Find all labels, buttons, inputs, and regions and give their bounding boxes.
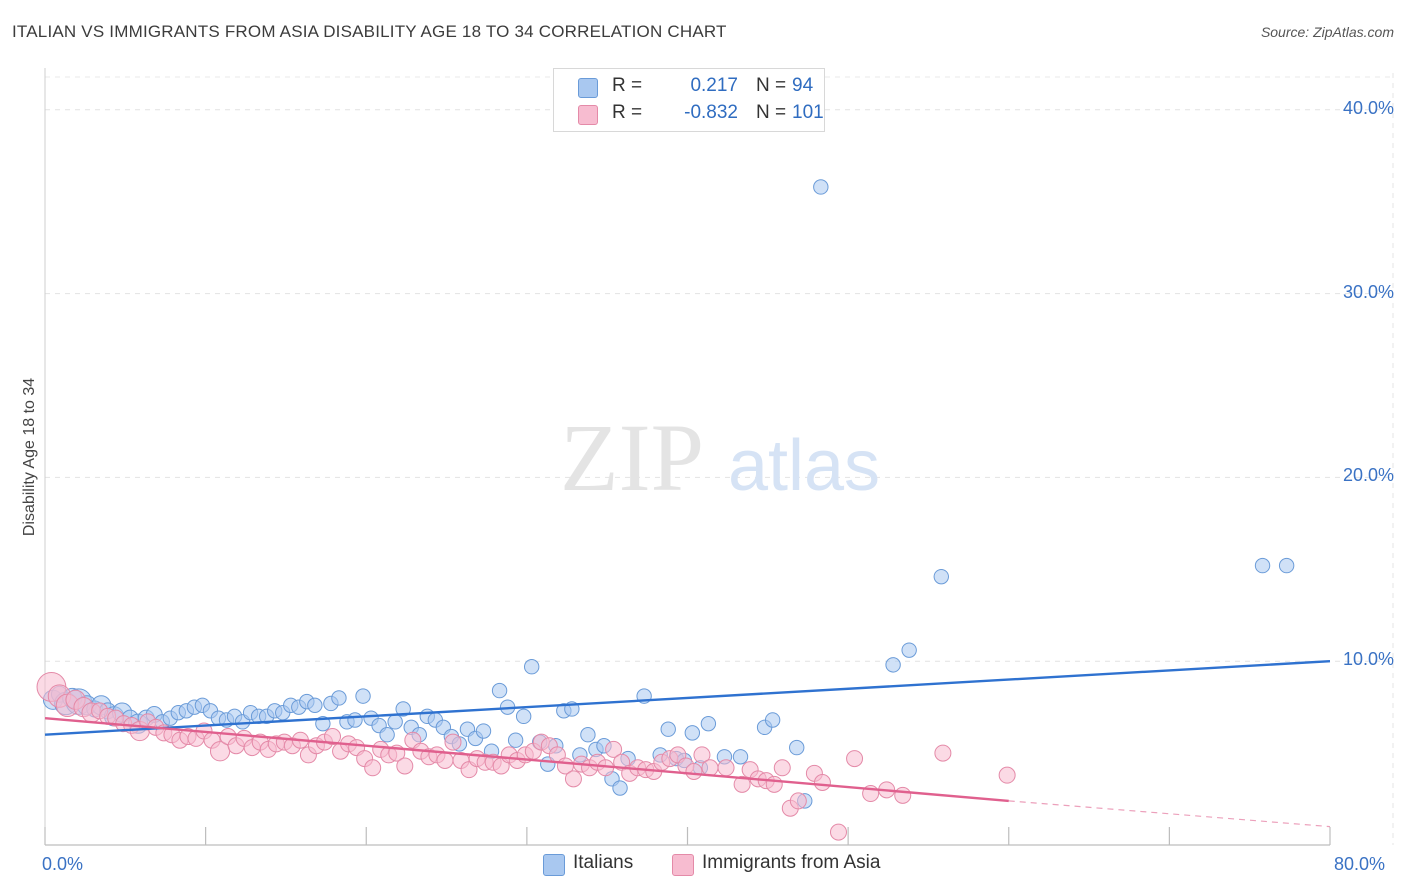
point-1-81 (693, 746, 711, 764)
point-1-100 (998, 766, 1016, 784)
point-1-49 (436, 751, 454, 769)
chart-title: ITALIAN VS IMMIGRANTS FROM ASIA DISABILI… (12, 22, 727, 41)
legend-r-label: R = (612, 75, 643, 96)
point-1-98 (894, 786, 912, 804)
point-0-57 (491, 682, 508, 699)
legend-n-label: N = (756, 75, 787, 96)
trend-line-1 (44, 716, 1009, 803)
point-0-61 (523, 659, 540, 675)
x-tick-label-max: 80.0% (1334, 854, 1386, 874)
point-0-83 (732, 749, 749, 765)
point-1-65 (564, 770, 582, 788)
legend-n-label: N = (756, 102, 787, 123)
stats-legend: R = 0.217 N = 94 R = -0.832 N = 101 (553, 68, 825, 132)
x-tick-label-min: 0.0% (42, 854, 84, 874)
point-0-79 (684, 725, 701, 741)
point-0-85 (764, 712, 781, 728)
point-1-94 (829, 823, 847, 841)
legend-swatch-asia (578, 105, 598, 125)
legend-r-label: R = (612, 102, 643, 123)
bottom-legend-label-asia: Immigrants from Asia (702, 852, 881, 873)
point-0-34 (307, 697, 323, 714)
point-1-70 (605, 740, 623, 758)
point-1-80 (685, 762, 703, 780)
point-0-39 (347, 712, 363, 728)
point-1-99 (934, 744, 952, 762)
point-1-88 (765, 775, 783, 793)
point-1-35 (324, 728, 342, 746)
point-0-92 (1254, 557, 1271, 574)
point-0-91 (933, 568, 949, 585)
point-0-90 (901, 642, 917, 658)
legend-swatch-italians (578, 78, 598, 98)
y-tick-label-1: 20.0% (1342, 465, 1394, 486)
point-0-76 (660, 721, 676, 737)
bottom-legend-swatch-asia (672, 854, 694, 876)
series-1-points (36, 672, 1016, 841)
y-tick-label-3: 40.0% (1342, 97, 1394, 118)
point-0-89 (885, 657, 901, 673)
point-0-43 (379, 727, 395, 743)
point-1-82 (701, 759, 719, 777)
legend-r-value: 0.217 (690, 75, 738, 96)
point-1-93 (813, 774, 831, 792)
grid-lines (45, 73, 1395, 845)
point-0-44 (387, 714, 403, 730)
point-0-88 (813, 179, 829, 195)
trend-line-dashed-1 (1008, 800, 1331, 828)
y-tick-label-0: 10.0% (1342, 649, 1394, 670)
point-0-40 (355, 688, 371, 704)
bottom-legend-swatch-italians (543, 854, 565, 876)
point-1-44 (396, 757, 414, 775)
point-1-91 (789, 792, 807, 810)
trend-line-0 (44, 659, 1331, 736)
point-0-37 (331, 690, 347, 706)
watermark-atlas: atlas (728, 426, 880, 506)
point-0-86 (789, 739, 805, 756)
axes (44, 68, 1331, 846)
y-tick-label-2: 30.0% (1342, 281, 1394, 302)
point-1-95 (846, 750, 864, 768)
point-0-72 (612, 780, 628, 796)
watermark-zip: ZIP (560, 404, 704, 511)
point-0-60 (515, 708, 532, 725)
point-0-81 (700, 715, 717, 732)
point-0-68 (580, 727, 596, 743)
point-1-84 (733, 775, 751, 793)
point-0-45 (395, 701, 411, 717)
legend-r-value: -0.832 (684, 102, 738, 123)
point-1-89 (773, 759, 791, 777)
chart-source: Source: ZipAtlas.com (1260, 24, 1394, 40)
point-0-59 (507, 732, 524, 748)
watermark: ZIP atlas (560, 404, 880, 511)
bottom-legend-label-italians: Italians (573, 852, 634, 873)
legend-n-value: 94 (792, 75, 814, 96)
legend-n-value: 101 (792, 102, 824, 123)
point-1-83 (717, 759, 735, 777)
point-1-50 (444, 733, 462, 751)
point-1-40 (364, 759, 382, 777)
point-0-93 (1278, 557, 1295, 574)
point-0-55 (475, 723, 492, 739)
